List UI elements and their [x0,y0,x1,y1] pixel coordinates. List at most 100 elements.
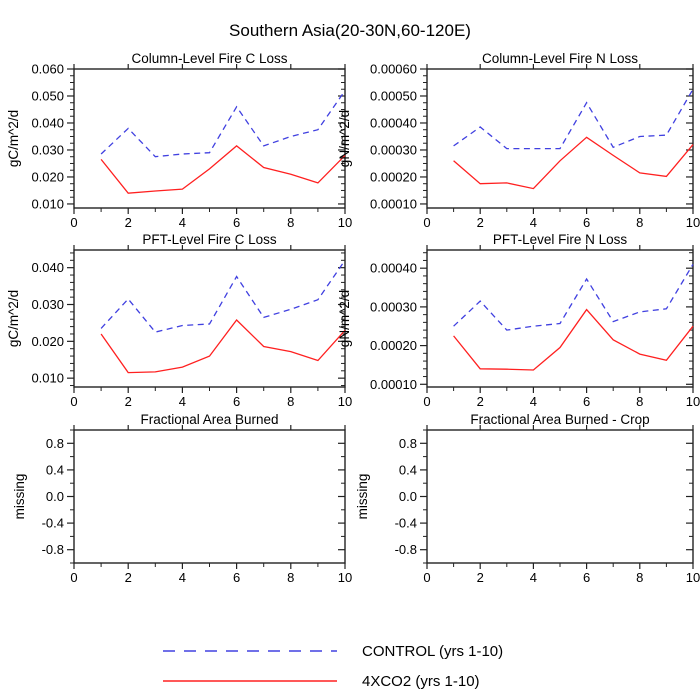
y-axis-label: gN/m^2/d [337,110,352,167]
y-tick-label: 0.020 [31,169,64,184]
y-tick-label: -0.4 [395,516,417,531]
y-tick-label: 0.00020 [370,338,417,353]
x-tick-label: 4 [530,570,537,585]
legend: CONTROL (yrs 1-10) 4XCO2 (yrs 1-10) [162,636,503,696]
y-tick-label: 0.060 [31,62,64,77]
y-tick-label: 0.00040 [370,261,417,276]
plot-frame [426,68,694,209]
x-tick-label: 6 [583,215,590,230]
y-tick-label: -0.8 [42,542,64,557]
y-tick-label: 0.4 [46,462,64,477]
plot-frame [73,68,346,209]
y-tick-label: 0.00010 [370,377,417,392]
y-axis-label: missing [355,474,370,520]
control-yrs-1-10-series-line [100,90,346,158]
x-tick-label: 8 [636,570,643,585]
panel-title: Column-Level Fire C Loss [131,51,287,66]
page-title: Southern Asia(20-30N,60-120E) [229,21,471,40]
x-tick-label: 4 [179,394,186,409]
panel-fractional-area-burned: Fractional Area Burned missing -0.8 -0.4 0.0… [12,412,352,585]
x-tick-label: 2 [477,394,484,409]
y-axis-label: gC/m^2/d [6,290,21,347]
x-tick-label: 0 [423,394,430,409]
x-tick-label: 4 [179,215,186,230]
y-tick-label: 0.030 [31,142,64,157]
y-tick-label: 0.020 [31,334,64,349]
x-tick-label: 6 [233,394,240,409]
x-tick-label: 0 [423,570,430,585]
y-tick-label: 0.00040 [370,115,417,130]
x-tick-label: 2 [125,215,132,230]
x-tick-label: 0 [423,215,430,230]
y-tick-label: 0.050 [31,88,64,103]
4xco2-yrs-1-10-series-line [453,136,694,190]
x-tick-label: 8 [287,215,294,230]
y-tick-label: -0.4 [42,516,64,531]
x-tick-label: 6 [233,215,240,230]
x-tick-label: 6 [233,570,240,585]
y-tick-label: 0.030 [31,297,64,312]
y-tick-label: 0.00060 [370,62,417,77]
4xco2-yrs-1-10-series-line [453,308,694,371]
panel-title: PFT-Level Fire N Loss [493,232,628,247]
panel-title: Column-Level Fire N Loss [482,51,638,66]
co2-line-sample [163,680,337,682]
control-yrs-1-10-series-line [100,259,346,333]
panel-title: PFT-Level Fire C Loss [142,232,277,247]
x-tick-label: 10 [338,215,352,230]
y-axis-label: gN/m^2/d [337,290,352,347]
x-tick-label: 4 [179,570,186,585]
x-tick-label: 8 [287,394,294,409]
panel-column-level-fire-n-loss: Column-Level Fire N Loss gN/m^2/d 0.00010 0… [337,51,700,230]
y-tick-label: 0.8 [46,436,64,451]
4xco2-yrs-1-10-series-line [100,319,346,374]
x-tick-label: 2 [477,570,484,585]
control-line-sample [163,650,337,652]
legend-label-4xco2: 4XCO2 (yrs 1-10) [362,672,480,690]
legend-label-control: CONTROL (yrs 1-10) [362,642,504,660]
y-axis-label: missing [12,474,27,520]
y-tick-label: 0.040 [31,260,64,275]
x-tick-label: 0 [70,570,77,585]
y-tick-label: 0.0 [46,489,64,504]
plot-frame [73,249,346,388]
y-tick-label: 0.00020 [370,169,417,184]
x-tick-label: 10 [686,394,700,409]
x-tick-label: 4 [530,215,537,230]
x-tick-label: 8 [636,215,643,230]
x-tick-label: 10 [338,570,352,585]
y-tick-label: 0.00030 [370,142,417,157]
panel-pft-level-fire-n-loss: PFT-Level Fire N Loss gN/m^2/d 0.00010 0.00… [337,232,700,409]
y-tick-label: 0.00050 [370,88,417,103]
x-tick-label: 10 [338,394,352,409]
legend-item-control: CONTROL (yrs 1-10) [162,636,503,666]
y-tick-label: 0.00010 [370,196,417,211]
control-yrs-1-10-series-line [453,263,694,331]
y-axis-label: gC/m^2/d [6,110,21,167]
panel-fractional-area-burned-crop: Fractional Area Burned - Crop missing -0.8… [355,412,700,585]
x-tick-label: 2 [477,215,484,230]
y-tick-label: 0.040 [31,115,64,130]
x-tick-label: 2 [125,394,132,409]
plot-frame [73,429,346,564]
plot-frame [426,249,694,388]
y-tick-label: 0.010 [31,371,64,386]
x-tick-label: 6 [583,394,590,409]
y-tick-label: 0.4 [399,462,417,477]
x-tick-label: 0 [70,215,77,230]
y-tick-label: 0.8 [399,436,417,451]
4xco2-yrs-1-10-series-line [100,145,346,194]
y-tick-label: 0.0 [399,489,417,504]
x-tick-label: 10 [686,570,700,585]
panel-title: Fractional Area Burned - Crop [470,412,649,427]
y-tick-label: 0.010 [31,196,64,211]
y-tick-label: 0.00030 [370,299,417,314]
x-tick-label: 4 [530,394,537,409]
x-tick-label: 0 [70,394,77,409]
x-tick-label: 10 [686,215,700,230]
x-tick-label: 8 [287,570,294,585]
x-tick-label: 6 [583,570,590,585]
panel-pft-level-fire-c-loss: PFT-Level Fire C Loss gC/m^2/d 0.010 0.020 0… [6,232,352,409]
